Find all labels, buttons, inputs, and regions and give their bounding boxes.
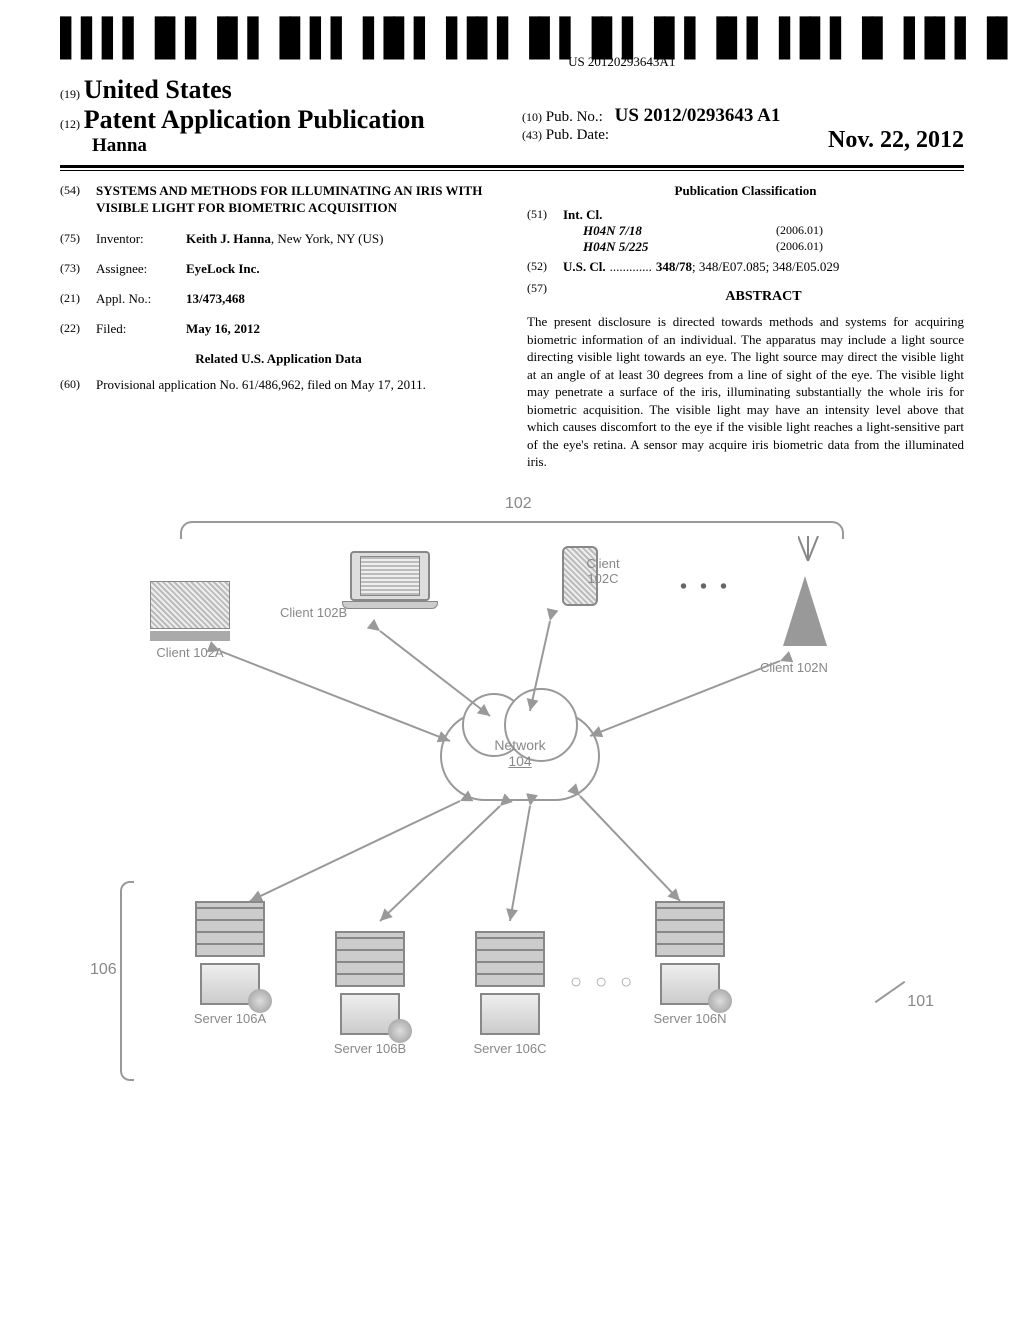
applno-code: (21): [60, 291, 96, 307]
clients-ellipsis: • • •: [680, 576, 731, 599]
pubdate: Nov. 22, 2012: [828, 127, 964, 154]
server-b-label: Server 106B: [320, 1041, 420, 1056]
brace-top: [180, 521, 844, 539]
filed-date: May 16, 2012: [186, 321, 497, 337]
inventor-label: Inventor:: [96, 231, 186, 247]
client-102n: [780, 556, 830, 646]
uscl-rest: ; 348/E07.085; 348/E05.029: [692, 259, 839, 275]
client-c-label: Client 102C: [576, 556, 630, 586]
client-102a: Client 102A: [140, 581, 240, 661]
header-inventor: Hanna: [60, 135, 502, 157]
pubno: US 2012/0293643 A1: [615, 105, 781, 126]
country-code: (19): [60, 87, 80, 101]
applno: 13/473,468: [186, 291, 497, 307]
server-c-label: Server 106C: [460, 1041, 560, 1056]
brace-left: [120, 881, 134, 1081]
inventor-name: Keith J. Hanna: [186, 231, 271, 246]
client-n-label: Client 102N: [760, 660, 828, 675]
provisional-code: (60): [60, 377, 96, 393]
client-102b: Client 102B: [340, 551, 440, 631]
pubdate-label: Pub. Date:: [546, 127, 609, 143]
assignee-label: Assignee:: [96, 261, 186, 277]
server-106b: Server 106B: [320, 931, 420, 1071]
divider-thick: [60, 165, 964, 168]
classification-heading: Publication Classification: [527, 183, 964, 199]
server-106a: Server 106A: [180, 901, 280, 1041]
assignee-name: EyeLock Inc.: [186, 261, 497, 277]
abstract-heading: ABSTRACT: [563, 289, 964, 305]
intcl-1-date: (2006.01): [776, 223, 823, 239]
provisional-text: Provisional application No. 61/486,962, …: [96, 377, 497, 393]
client-b-label: Client 102B: [280, 605, 347, 620]
pubdate-code: (43): [522, 128, 542, 142]
intcl-1: H04N 7/18: [583, 223, 642, 239]
ref-101: 101: [907, 993, 934, 1011]
pub-type: Patent Application Publication: [84, 105, 425, 134]
pubno-code: (10): [522, 110, 542, 124]
barcode-visual: ▌▌▌▌▐▌▌▐▌▌▐▌▌▌▐▐▌▌▐▐▌▌▐▌▌▐▌▌▐▌▌▐▌▌▐▐▌▌▐▌…: [60, 20, 1024, 58]
figure-1: 102 Client 102A Client 102B Client 102C …: [60, 501, 964, 1121]
pub-type-code: (12): [60, 117, 80, 131]
pubno-label: Pub. No.:: [546, 109, 603, 125]
client-a-label: Client 102A: [140, 645, 240, 660]
barcode-block: ▌▌▌▌▐▌▌▐▌▌▐▌▌▌▐▐▌▌▐▐▌▌▐▌▌▐▌▌▐▌▌▐▌▌▐▐▌▌▐▌…: [60, 20, 964, 71]
uscl-code: (52): [527, 259, 563, 275]
inventor-location: , New York, NY (US): [271, 231, 384, 246]
client-102c: Client 102C: [530, 546, 630, 626]
filed-label: Filed:: [96, 321, 186, 337]
server-106n: Server 106N: [640, 901, 740, 1041]
intcl-code: (51): [527, 207, 563, 255]
inventor-code: (75): [60, 231, 96, 247]
related-heading: Related U.S. Application Data: [60, 351, 497, 367]
intcl-2-date: (2006.01): [776, 239, 823, 255]
applno-label: Appl. No.:: [96, 291, 186, 307]
uscl-label: U.S. Cl.: [563, 259, 606, 275]
uscl-main: 348/78: [656, 259, 692, 275]
intcl-2: H04N 5/225: [583, 239, 648, 255]
ref-102: 102: [505, 495, 532, 513]
ref-106: 106: [90, 961, 117, 979]
patent-title: SYSTEMS AND METHODS FOR ILLUMINATING AN …: [96, 183, 497, 217]
filed-code: (22): [60, 321, 96, 337]
country-name: United States: [84, 75, 232, 104]
abstract-code: (57): [527, 281, 563, 313]
title-code: (54): [60, 183, 96, 217]
servers-ellipsis: ○ ○ ○: [570, 971, 636, 994]
network-ref: 104: [442, 753, 598, 769]
divider-thin: [60, 170, 964, 171]
network-cloud: Network 104: [440, 711, 600, 801]
assignee-code: (73): [60, 261, 96, 277]
server-n-label: Server 106N: [640, 1011, 740, 1026]
intcl-label: Int. Cl.: [563, 207, 964, 223]
network-label: Network: [442, 737, 598, 753]
ref-101-line: [875, 981, 906, 1003]
server-106c: Server 106C: [460, 931, 560, 1071]
abstract-text: The present disclosure is directed towar…: [527, 313, 964, 471]
server-a-label: Server 106A: [180, 1011, 280, 1026]
